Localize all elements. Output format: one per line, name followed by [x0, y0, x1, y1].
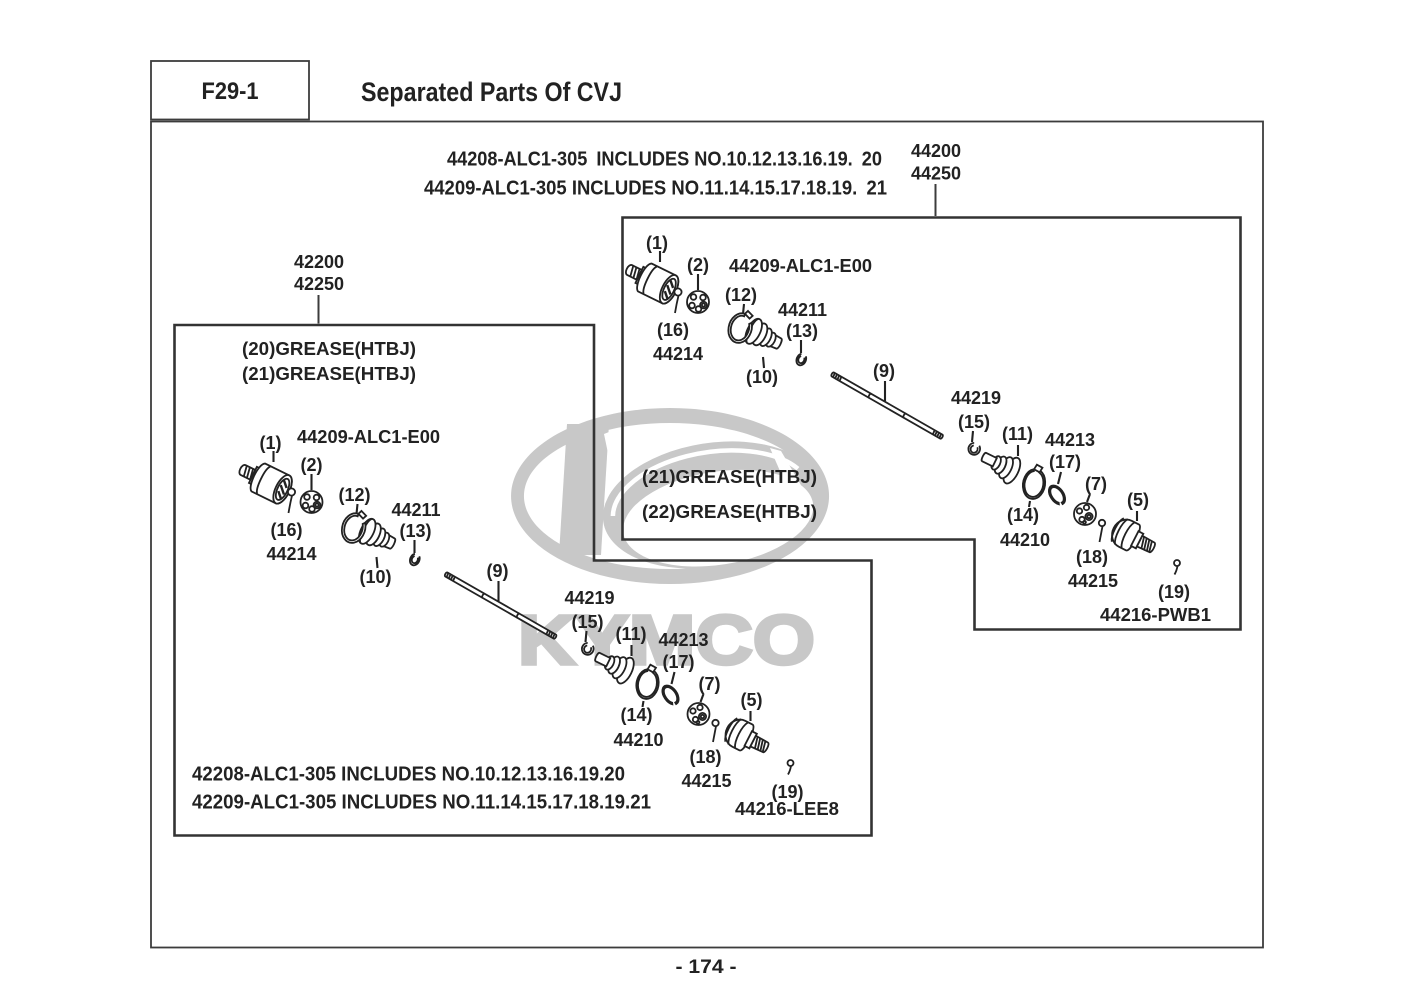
svg-text:(21)GREASE(HTBJ): (21)GREASE(HTBJ) — [242, 364, 416, 384]
svg-text:42200: 42200 — [294, 252, 344, 272]
svg-text:42209-ALC1-305 INCLUDES NO.11.: 42209-ALC1-305 INCLUDES NO.11.14.15.17.1… — [192, 792, 651, 814]
svg-text:44209-ALC1-305 INCLUDES NO.11.: 44209-ALC1-305 INCLUDES NO.11.14.15.17.1… — [424, 178, 887, 200]
svg-text:44216-LEE8: 44216-LEE8 — [735, 799, 839, 819]
svg-text:- 174 -: - 174 - — [676, 957, 737, 978]
svg-text:42208-ALC1-305 INCLUDES NO.10.: 42208-ALC1-305 INCLUDES NO.10.12.13.16.1… — [192, 764, 625, 786]
svg-text:F29-1: F29-1 — [202, 78, 259, 105]
svg-text:42250: 42250 — [294, 274, 344, 294]
svg-text:44208-ALC1-305 INCLUDES NO.10.: 44208-ALC1-305 INCLUDES NO.10.12.13.16.1… — [447, 149, 882, 171]
svg-text:44209-ALC1-E00: 44209-ALC1-E00 — [297, 427, 440, 447]
svg-text:(22)GREASE(HTBJ): (22)GREASE(HTBJ) — [642, 502, 817, 522]
svg-text:44250: 44250 — [911, 164, 961, 184]
svg-text:Separated Parts Of CVJ: Separated Parts Of CVJ — [361, 77, 622, 107]
svg-text:44216-PWB1: 44216-PWB1 — [1100, 605, 1211, 625]
svg-text:(21)GREASE(HTBJ): (21)GREASE(HTBJ) — [642, 467, 817, 487]
svg-text:44209-ALC1-E00: 44209-ALC1-E00 — [729, 256, 872, 276]
svg-text:(20)GREASE(HTBJ): (20)GREASE(HTBJ) — [242, 339, 416, 359]
svg-text:44200: 44200 — [911, 141, 961, 161]
